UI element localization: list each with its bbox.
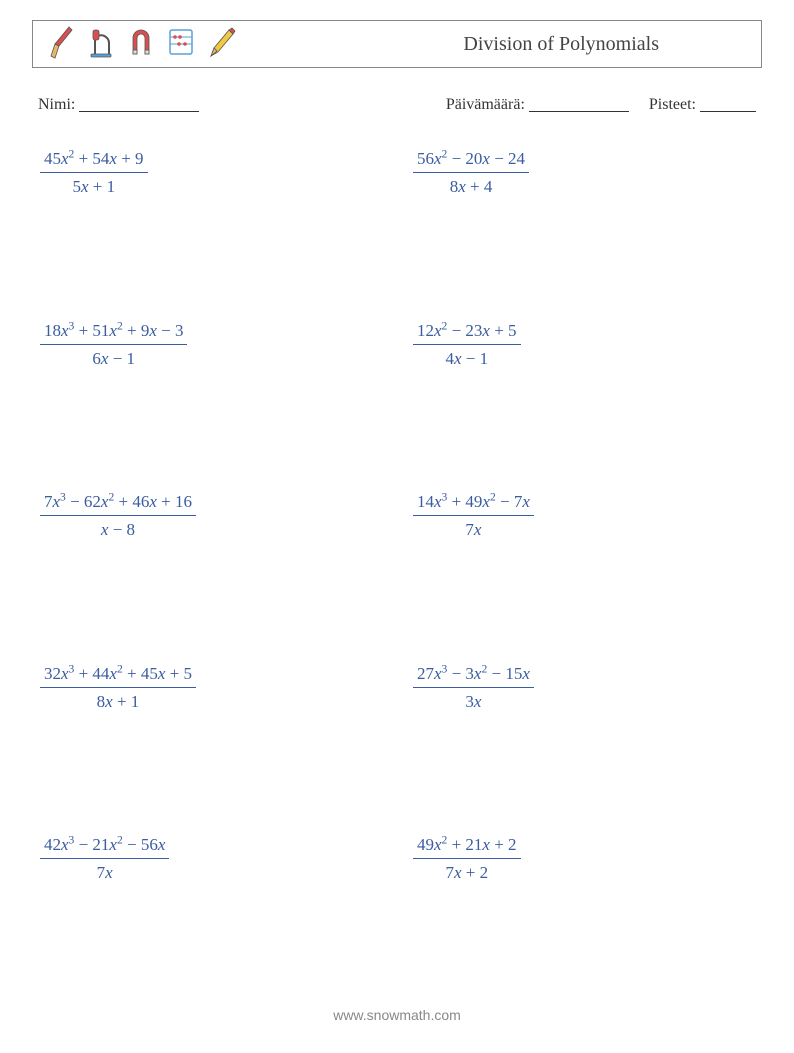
name-field: Nimi: [38, 96, 199, 114]
denominator: 3x [413, 687, 534, 712]
fraction: 49x2 + 21x + 27x + 2 [413, 834, 521, 884]
header-box: Division of Polynomials [32, 20, 762, 68]
fraction: 42x3 − 21x2 − 56x7x [40, 834, 169, 884]
microscope-icon [85, 24, 117, 65]
numerator: 49x2 + 21x + 2 [413, 834, 521, 858]
fraction: 18x3 + 51x2 + 9x − 36x − 1 [40, 320, 187, 370]
magnet-icon [125, 24, 157, 65]
denominator: 4x − 1 [413, 344, 521, 369]
problem-cell: 12x2 − 23x + 54x − 1 [397, 320, 754, 370]
numerator: 45x2 + 54x + 9 [40, 148, 148, 172]
meta-right: Päivämäärä: Pisteet: [446, 96, 756, 114]
denominator: 7x + 2 [413, 858, 521, 883]
denominator: 7x [413, 515, 534, 540]
header-icons [45, 24, 237, 65]
numerator: 14x3 + 49x2 − 7x [413, 491, 534, 515]
problems-grid: 45x2 + 54x + 95x + 156x2 − 20x − 248x + … [32, 148, 762, 884]
score-field: Pisteet: [649, 96, 756, 114]
page-title: Division of Polynomials [463, 33, 659, 56]
meta-row: Nimi: Päivämäärä: Pisteet: [32, 96, 762, 114]
score-blank[interactable] [700, 111, 756, 112]
pencil-icon [205, 24, 237, 65]
numerator: 32x3 + 44x2 + 45x + 5 [40, 663, 196, 687]
fraction: 45x2 + 54x + 95x + 1 [40, 148, 148, 198]
numerator: 18x3 + 51x2 + 9x − 3 [40, 320, 187, 344]
score-label: Pisteet: [649, 96, 696, 113]
fraction: 32x3 + 44x2 + 45x + 58x + 1 [40, 663, 196, 713]
denominator: 8x + 1 [40, 687, 196, 712]
fraction: 56x2 − 20x − 248x + 4 [413, 148, 529, 198]
abacus-icon [165, 24, 197, 65]
numerator: 12x2 − 23x + 5 [413, 320, 521, 344]
numerator: 7x3 − 62x2 + 46x + 16 [40, 491, 196, 515]
problem-cell: 56x2 − 20x − 248x + 4 [397, 148, 754, 198]
problem-cell: 18x3 + 51x2 + 9x − 36x − 1 [40, 320, 397, 370]
worksheet-page: Division of Polynomials Nimi: Päivämäärä… [0, 0, 794, 884]
problem-cell: 49x2 + 21x + 27x + 2 [397, 834, 754, 884]
problem-cell: 27x3 − 3x2 − 15x3x [397, 663, 754, 713]
problem-cell: 42x3 − 21x2 − 56x7x [40, 834, 397, 884]
denominator: 7x [40, 858, 169, 883]
fraction: 27x3 − 3x2 − 15x3x [413, 663, 534, 713]
denominator: x − 8 [40, 515, 196, 540]
denominator: 6x − 1 [40, 344, 187, 369]
date-blank[interactable] [529, 111, 629, 112]
numerator: 56x2 − 20x − 24 [413, 148, 529, 172]
name-blank[interactable] [79, 111, 199, 112]
problem-cell: 45x2 + 54x + 95x + 1 [40, 148, 397, 198]
problem-cell: 7x3 − 62x2 + 46x + 16x − 8 [40, 491, 397, 541]
footer-url: www.snowmath.com [0, 1007, 794, 1023]
problem-cell: 14x3 + 49x2 − 7x7x [397, 491, 754, 541]
numerator: 42x3 − 21x2 − 56x [40, 834, 169, 858]
numerator: 27x3 − 3x2 − 15x [413, 663, 534, 687]
name-label: Nimi: [38, 96, 75, 113]
denominator: 8x + 4 [413, 172, 529, 197]
problem-cell: 32x3 + 44x2 + 45x + 58x + 1 [40, 663, 397, 713]
denominator: 5x + 1 [40, 172, 148, 197]
date-field: Päivämäärä: [446, 96, 629, 114]
date-label: Päivämäärä: [446, 96, 525, 113]
fraction: 12x2 − 23x + 54x − 1 [413, 320, 521, 370]
fraction: 14x3 + 49x2 − 7x7x [413, 491, 534, 541]
paintbrush-icon [45, 24, 77, 65]
fraction: 7x3 − 62x2 + 46x + 16x − 8 [40, 491, 196, 541]
